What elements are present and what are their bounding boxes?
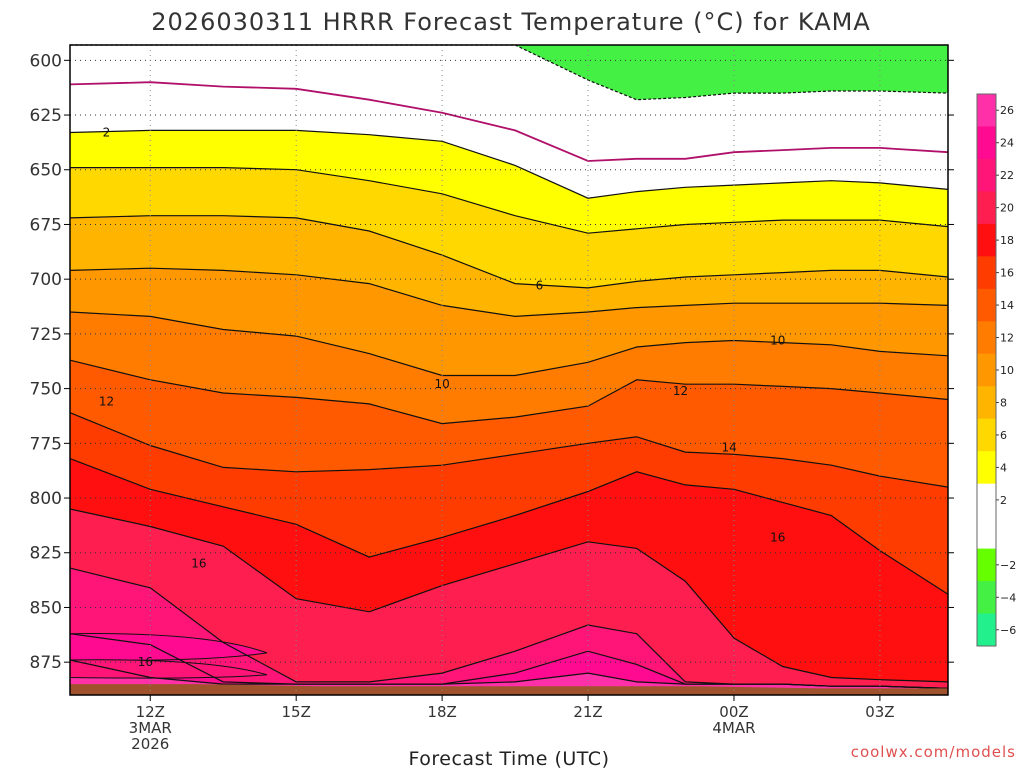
contour-label: 6 [536, 279, 544, 293]
colorbar-tick-label: 8 [1000, 396, 1007, 409]
y-tick-label: 725 [30, 325, 62, 345]
credit-text: coolwx.com/models [851, 743, 1016, 761]
x-tick-label: 12Z [136, 703, 165, 721]
colorbar-swatch [977, 451, 996, 485]
y-tick-label: 750 [30, 380, 62, 400]
y-tick-label: 875 [30, 653, 62, 673]
contour-label: 2 [103, 126, 111, 140]
warm-pocket-22 [69, 659, 268, 679]
isotherm-18 [69, 508, 949, 683]
contour-label: 12 [673, 384, 688, 398]
x-tick-label: 21Z [573, 703, 602, 721]
isotherm-8 [69, 267, 949, 318]
contour-label: 12 [99, 395, 114, 409]
contour-label: 10 [434, 377, 449, 391]
colorbar-swatch [977, 256, 996, 290]
ground [70, 684, 948, 695]
colorbar-tick-label: 16 [1000, 267, 1014, 280]
colorbar-tick-label: 10 [1000, 364, 1014, 377]
colorbar-tick-label: 14 [1000, 299, 1014, 312]
y-tick-label: 800 [30, 489, 62, 509]
contour-label: 10 [770, 333, 785, 347]
colorbar-swatch [977, 386, 996, 420]
colorbar-tick-label: 4 [1000, 461, 1007, 474]
colorbar-swatch [977, 288, 996, 322]
x-tick-label: 3MAR [129, 719, 172, 737]
y-tick-label: 700 [30, 270, 62, 290]
isotherm-10 [69, 311, 949, 377]
y-axis: 600 625 650 675 700 725 750 775 800 825 850 875 [30, 51, 954, 673]
x-tick-label: 4MAR [712, 719, 755, 737]
y-tick-label: 775 [30, 434, 62, 454]
colorbar: 26 24 22 20 18 16 14 12 10 8 6 4 2 −2 −4 −6 [976, 93, 1016, 647]
x-tick-label: 18Z [427, 703, 456, 721]
isotherm-4 [70, 167, 949, 234]
colorbar-tick-label: 12 [1000, 332, 1014, 345]
x-tick-label: 03Z [865, 703, 894, 721]
y-tick-label: 625 [30, 106, 62, 126]
colorbar-swatch [977, 126, 996, 160]
y-tick-label: 825 [30, 544, 62, 564]
colorbar-swatch [977, 321, 996, 355]
colorbar-swatch [977, 223, 996, 257]
isotherm-24 [69, 659, 949, 689]
colorbar-swatch [977, 613, 996, 647]
colorbar-swatch [977, 191, 996, 225]
colorbar-tick-label: 2 [1000, 494, 1007, 507]
colorbar-tick-label: −4 [1000, 591, 1016, 604]
colorbar-tick-label: 18 [1000, 234, 1014, 247]
contour-label: 16 [770, 530, 785, 544]
x-axis-label: Forecast Time (UTC) [409, 748, 610, 768]
field-region-above-18 [70, 509, 948, 695]
colorbar-swatch [977, 418, 996, 452]
colorbar-swatch [977, 353, 996, 387]
y-tick-label: 675 [30, 215, 62, 235]
isotherm-16 [69, 458, 949, 595]
colorbar-tick-label: 24 [1000, 137, 1014, 150]
y-tick-label: 850 [30, 598, 62, 618]
x-tick-label: 00Z [719, 703, 748, 721]
colorbar-tick-label: −2 [1000, 559, 1016, 572]
colorbar-swatch [977, 483, 996, 517]
colorbar-tick-label: 22 [1000, 169, 1014, 182]
y-tick-label: 600 [30, 51, 62, 71]
colorbar-swatch [977, 158, 996, 192]
plot-frame [69, 44, 949, 696]
plot-area: 2 6 10 10 12 12 14 16 16 16 [69, 44, 949, 696]
colorbar-tick-label: 20 [1000, 202, 1014, 215]
chart-title: 2026030311 HRRR Forecast Temperature (°C… [151, 8, 870, 36]
isotherm-14 [69, 412, 949, 488]
contour-label: 16 [191, 557, 206, 571]
contour-label: 16 [138, 655, 153, 669]
colorbar-swatch [977, 548, 996, 582]
colorbar-tick-label: 26 [1000, 104, 1014, 117]
isotherm-12 [69, 359, 949, 425]
isotherm-6 [69, 215, 949, 289]
x-tick-label: 2026 [131, 735, 169, 753]
x-tick-label: 15Z [282, 703, 311, 721]
colorbar-tick-label: 6 [1000, 429, 1007, 442]
isotherm-2 [69, 129, 949, 199]
colorbar-swatch [977, 581, 996, 615]
contour-label: 14 [721, 441, 736, 455]
colorbar-swatch [977, 94, 996, 127]
colorbar-tick-label: −6 [1000, 624, 1016, 637]
colorbar-swatch [977, 516, 996, 550]
y-tick-label: 650 [30, 161, 62, 181]
